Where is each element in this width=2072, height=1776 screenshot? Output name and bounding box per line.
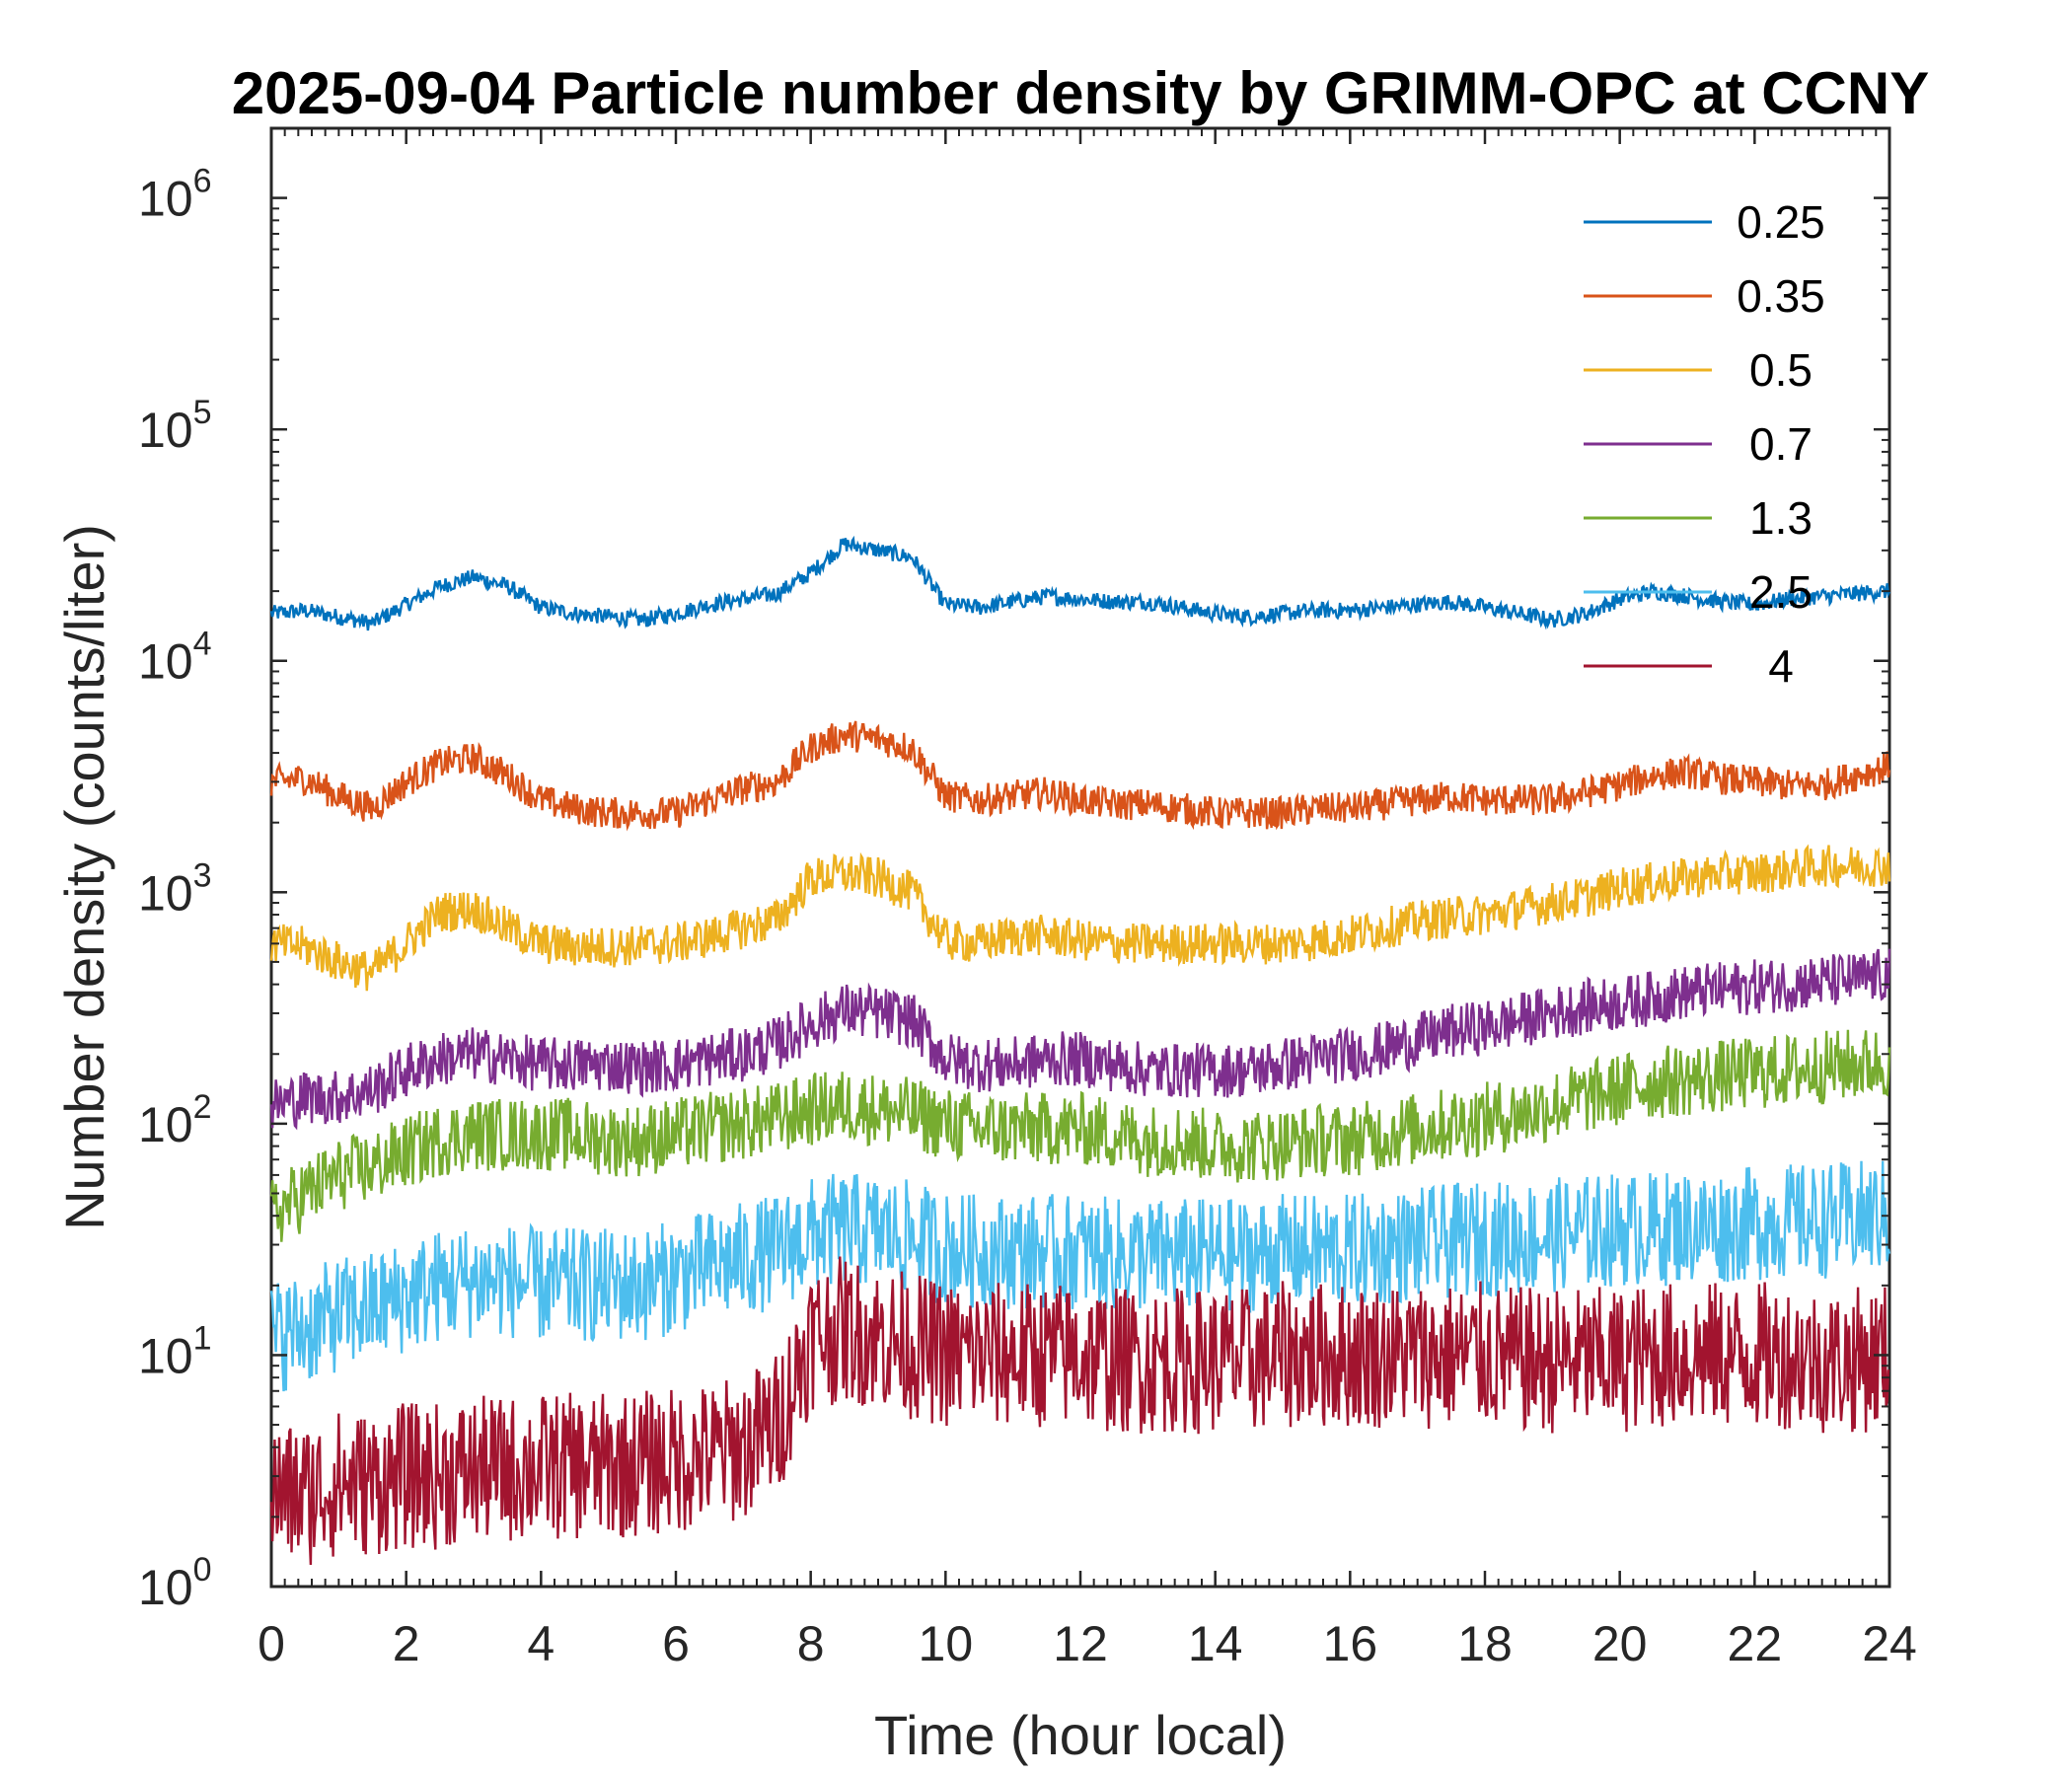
minor-ticks	[270, 127, 1890, 1587]
x-tick-label: 12	[1053, 1616, 1108, 1671]
series-layer	[269, 535, 1891, 1566]
x-tick-label: 20	[1592, 1616, 1648, 1671]
x-tick-label: 0	[258, 1616, 285, 1671]
x-axis-label: Time (hour local)	[874, 1704, 1287, 1766]
x-axis-ticks: 0 2 4 6 8 10 12 14 16 18 20 22 24	[258, 128, 1917, 1671]
x-tick-label: 6	[662, 1616, 690, 1671]
legend-label: 1.3	[1749, 492, 1813, 544]
x-tick-label: 8	[797, 1616, 825, 1671]
y-tick-label: 106	[138, 163, 212, 227]
axes-box	[269, 126, 1891, 1589]
y-tick-label: 103	[138, 856, 212, 921]
series-line-1-3	[269, 1029, 1891, 1242]
legend: 0.25 0.35 0.5 0.7 1.3 2.5 4	[1584, 196, 1825, 692]
x-tick-label: 22	[1728, 1616, 1783, 1671]
y-axis-ticks: 100 101 102 103 104 105 106	[138, 163, 1889, 1615]
legend-label: 4	[1768, 640, 1794, 692]
x-tick-label: 18	[1457, 1616, 1513, 1671]
chart-title: 2025-09-04 Particle number density by GR…	[232, 60, 1930, 126]
legend-label: 0.35	[1737, 270, 1825, 322]
legend-label: 2.5	[1749, 566, 1813, 618]
y-tick-label: 101	[138, 1319, 212, 1383]
x-tick-label: 10	[919, 1616, 974, 1671]
plot-area: 0 2 4 6 8 10 12 14 16 18 20 22 24 100101102103104105…	[138, 126, 1917, 1671]
legend-label: 0.25	[1737, 196, 1825, 248]
series-line-4	[269, 1256, 1890, 1566]
y-tick-label: 105	[138, 394, 212, 458]
x-tick-label: 24	[1862, 1616, 1917, 1671]
y-tick-label: 100	[138, 1551, 212, 1615]
series-line-0-35	[269, 720, 1891, 832]
series-line-0-7	[269, 948, 1891, 1131]
y-axis-label: Number density (counts/liter)	[53, 524, 115, 1230]
y-tick-label: 102	[138, 1088, 212, 1152]
x-tick-label: 2	[393, 1616, 420, 1671]
y-tick-label: 104	[138, 626, 212, 690]
series-line-0-25	[269, 535, 1891, 631]
legend-label: 0.7	[1749, 418, 1813, 470]
x-tick-label: 14	[1188, 1616, 1243, 1671]
x-tick-label: 16	[1323, 1616, 1378, 1671]
x-tick-label: 4	[527, 1616, 555, 1671]
legend-label: 0.5	[1749, 344, 1813, 396]
series-line-0-5	[269, 844, 1891, 992]
series-line-2-5	[269, 1160, 1891, 1392]
